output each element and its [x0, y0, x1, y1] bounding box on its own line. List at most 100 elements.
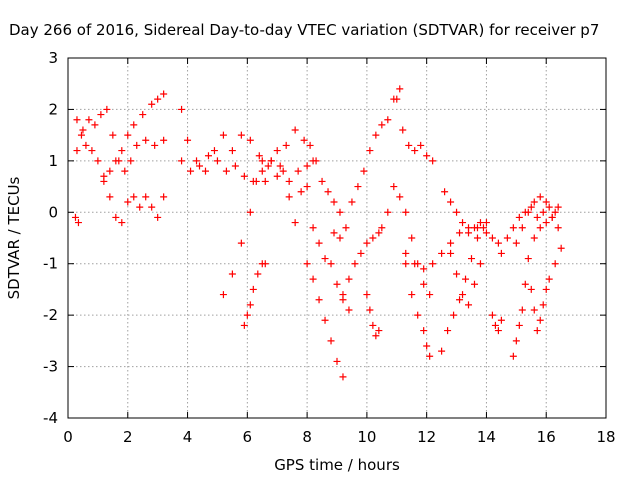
data-point — [378, 224, 386, 232]
data-point — [459, 219, 467, 227]
data-point — [276, 162, 284, 170]
series-sat-l — [303, 260, 347, 381]
data-point — [348, 198, 356, 206]
data-point — [318, 177, 326, 185]
data-point — [363, 291, 371, 299]
data-point — [79, 126, 87, 134]
data-point — [118, 147, 126, 155]
data-point — [160, 136, 168, 144]
x-tick-label: 6 — [243, 428, 253, 446]
y-tick-label: 3 — [48, 49, 58, 67]
data-point — [124, 131, 132, 139]
series-sat-g — [219, 157, 266, 299]
x-tick-label: 12 — [417, 428, 436, 446]
x-tick-label: 10 — [357, 428, 376, 446]
data-point — [396, 193, 404, 201]
y-tick-label: -4 — [43, 409, 58, 427]
data-point — [402, 208, 410, 216]
x-tick-label: 16 — [537, 428, 556, 446]
data-point — [384, 116, 392, 124]
data-point — [405, 141, 413, 149]
data-point — [115, 157, 123, 165]
series-sat-f — [178, 152, 311, 191]
data-point — [267, 157, 275, 165]
data-point — [384, 208, 392, 216]
data-point — [447, 239, 455, 247]
data-point — [423, 152, 431, 160]
series-sat-y — [509, 203, 562, 360]
data-point — [240, 172, 248, 180]
data-point — [542, 219, 550, 227]
series-sat-x — [497, 203, 559, 257]
data-points — [71, 85, 565, 381]
data-point — [193, 157, 201, 165]
data-point — [426, 352, 434, 360]
data-point — [447, 249, 455, 257]
data-point — [468, 255, 475, 263]
x-tick-label: 0 — [63, 428, 73, 446]
data-point — [363, 239, 371, 247]
data-point — [360, 167, 368, 175]
data-point — [554, 224, 562, 232]
x-tick-label: 18 — [596, 428, 615, 446]
data-point — [106, 167, 114, 175]
data-point — [73, 147, 81, 155]
data-point — [264, 162, 272, 170]
data-point — [303, 183, 311, 191]
data-point — [393, 95, 401, 103]
data-point — [426, 291, 434, 299]
data-point — [77, 131, 85, 139]
data-point — [254, 270, 262, 278]
data-point — [494, 327, 502, 335]
data-point — [184, 136, 192, 144]
data-point — [465, 229, 473, 237]
data-point — [130, 193, 138, 201]
data-point — [518, 224, 526, 232]
data-point — [315, 296, 323, 304]
data-point — [88, 147, 96, 155]
data-point — [378, 121, 386, 129]
data-point — [74, 219, 82, 227]
data-point — [521, 280, 529, 288]
data-point — [160, 90, 168, 98]
data-point — [491, 321, 499, 329]
data-point — [527, 285, 535, 293]
series-sat-n — [339, 229, 383, 299]
data-point — [420, 327, 428, 335]
data-point — [476, 260, 484, 268]
data-point — [354, 183, 362, 191]
data-point — [372, 332, 380, 340]
series-sat-c — [100, 177, 168, 227]
data-point — [294, 167, 302, 175]
data-point — [106, 193, 114, 201]
y-tick-label: -3 — [43, 358, 58, 376]
data-point — [345, 306, 353, 314]
data-point — [321, 316, 329, 324]
data-point — [402, 260, 410, 268]
series-sat-j — [306, 141, 344, 216]
data-point — [530, 234, 538, 242]
data-point — [515, 213, 523, 221]
data-point — [154, 95, 162, 103]
data-point — [450, 311, 458, 319]
x-axis-label: GPS time / hours — [274, 456, 400, 474]
data-point — [542, 285, 550, 293]
data-point — [246, 301, 254, 309]
data-point — [187, 167, 195, 175]
data-point — [315, 239, 323, 247]
data-point — [213, 157, 221, 165]
data-point — [249, 285, 257, 293]
data-point — [488, 311, 496, 319]
data-point — [396, 85, 404, 93]
data-point — [196, 162, 204, 170]
data-point — [306, 141, 314, 149]
data-point — [408, 234, 416, 242]
series-sat-u — [447, 249, 484, 309]
data-point — [136, 203, 144, 211]
data-point — [246, 136, 254, 144]
data-point — [342, 224, 350, 232]
data-point — [459, 291, 467, 299]
data-point — [73, 116, 81, 124]
y-tick-label: 1 — [48, 152, 58, 170]
data-point — [327, 337, 335, 345]
